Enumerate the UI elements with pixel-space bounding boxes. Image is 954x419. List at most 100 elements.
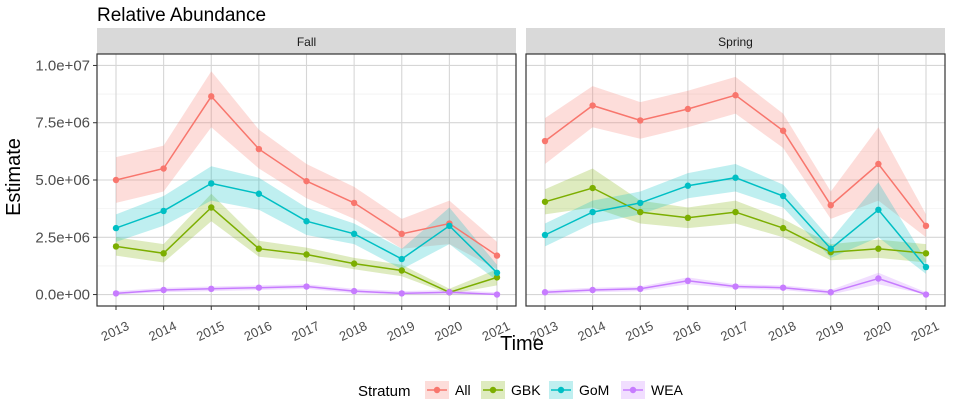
facet-strip-label: Fall: [297, 35, 316, 49]
data-point-gbk: [589, 184, 596, 192]
legend-label: WEA: [651, 382, 684, 398]
data-point-gom: [160, 207, 167, 215]
y-tick-label: 5.0e+06: [35, 172, 90, 189]
data-point-gom: [541, 231, 549, 239]
x-tick-label: 2020: [861, 318, 894, 344]
data-point-gbk: [208, 204, 215, 211]
data-point-wea: [637, 285, 644, 293]
data-point-gom: [637, 199, 644, 207]
data-point-gom: [350, 230, 358, 238]
data-point-all: [493, 252, 501, 259]
legend-title: Stratum: [358, 383, 411, 400]
x-tick-label: 2017: [718, 318, 751, 344]
facet-strip: [526, 28, 945, 54]
data-point-wea: [875, 275, 882, 282]
data-point-wea: [541, 289, 549, 296]
legend-entry-gom: GoM: [549, 381, 609, 399]
data-point-all: [160, 165, 167, 172]
data-point-wea: [493, 291, 501, 298]
data-point-gbk: [303, 251, 310, 258]
data-point-gbk: [732, 208, 739, 216]
x-tick-label: 2017: [289, 318, 322, 344]
facet-panel-spring: Spring 2013 2014 2015 2016 2017 2018 2019 2020 20…: [525, 28, 946, 344]
chart-title: Relative Abundance: [97, 5, 266, 26]
data-point-wea: [684, 277, 692, 284]
confidence-ribbon-all: [116, 71, 497, 270]
x-tick-label: 2013: [528, 318, 561, 344]
data-point-all: [922, 222, 930, 230]
legend-label: GoM: [579, 382, 609, 398]
data-point-gom: [827, 245, 834, 252]
legend-label: GBK: [511, 382, 541, 398]
facet-strip-label: Spring: [718, 35, 753, 49]
confidence-ribbon-all: [545, 76, 926, 238]
data-point-all: [208, 93, 215, 100]
x-tick-label: 2019: [814, 318, 847, 344]
data-point-gom: [398, 255, 405, 263]
legend-entry-gbk: GBK: [481, 381, 541, 399]
data-point-gom: [255, 190, 263, 197]
legend-entry-wea: WEA: [621, 381, 684, 399]
data-point-gom: [493, 269, 501, 276]
data-point-gbk: [922, 250, 930, 257]
x-tick-label: 2019: [385, 318, 418, 344]
data-point-gom: [208, 180, 215, 187]
data-point-wea: [160, 286, 167, 294]
data-point-gom: [779, 192, 787, 200]
y-tick-label: 2.5e+06: [35, 229, 90, 246]
y-tick-label: 1.0e+07: [35, 57, 90, 74]
data-point-wea: [208, 285, 215, 293]
data-point-wea: [255, 284, 263, 291]
x-tick-label: 2015: [623, 318, 656, 344]
x-tick-label: 2020: [432, 318, 465, 344]
x-tick-label: 2015: [194, 318, 227, 344]
x-tick-label: 2021: [909, 318, 942, 344]
data-point-wea: [779, 284, 787, 291]
data-point-gbk: [875, 245, 882, 252]
data-point-gbk: [684, 214, 692, 221]
data-point-gbk: [493, 274, 501, 281]
x-tick-label: 2014: [146, 318, 179, 344]
data-point-all: [875, 160, 882, 168]
confidence-ribbon-gbk: [545, 168, 926, 263]
data-point-gbk: [637, 208, 644, 216]
data-point-all: [732, 92, 739, 99]
y-tick-label: 7.5e+06: [35, 115, 90, 132]
x-tick-label: 2018: [766, 318, 799, 344]
data-point-all: [303, 177, 310, 185]
data-point-wea: [350, 287, 358, 295]
data-point-wea: [398, 290, 405, 297]
data-point-gom: [875, 206, 882, 213]
x-tick-label: 2016: [242, 318, 275, 344]
data-point-wea: [589, 286, 596, 294]
data-point-wea: [732, 283, 739, 290]
data-point-all: [827, 202, 834, 209]
data-point-all: [541, 137, 549, 145]
data-point-gom: [303, 218, 310, 225]
legend-key-point: [557, 386, 565, 394]
legend-entry-all: All: [425, 381, 471, 399]
data-point-gom: [732, 174, 739, 181]
legend-label: All: [455, 382, 471, 398]
data-point-gbk: [350, 260, 358, 267]
data-point-gbk: [255, 245, 263, 252]
data-point-gom: [446, 222, 453, 230]
legend-key-point: [629, 386, 637, 394]
data-point-gbk: [541, 198, 549, 205]
data-point-all: [637, 117, 644, 124]
data-point-gbk: [112, 243, 120, 250]
x-tick-label: 2018: [337, 318, 370, 344]
x-tick-label: 2014: [575, 318, 608, 344]
data-point-all: [589, 102, 596, 109]
legend-key-point: [433, 386, 441, 394]
x-axis-label: Time: [500, 333, 544, 355]
data-point-all: [684, 105, 692, 113]
data-point-all: [112, 176, 120, 184]
x-tick-label: 2013: [99, 318, 132, 344]
data-point-gbk: [398, 267, 405, 274]
data-point-gom: [922, 263, 930, 271]
data-point-gbk: [779, 224, 787, 232]
y-tick-label: 0.0e+00: [35, 287, 90, 304]
